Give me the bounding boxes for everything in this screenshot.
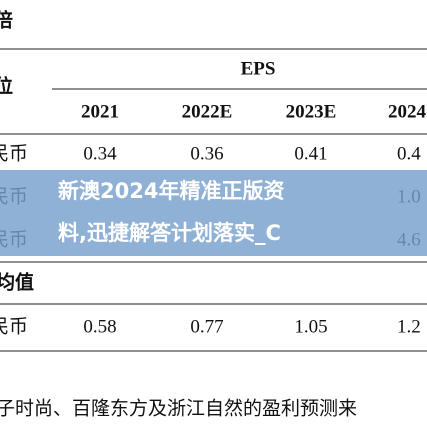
cell: 0.41 — [294, 143, 327, 164]
banner-text: 料,迅捷解答计划落实_C — [58, 221, 281, 245]
cell: 0.4 — [397, 143, 421, 164]
corner-top: 倍 — [0, 8, 13, 31]
banner — [0, 170, 427, 256]
column-header: 2024 — [388, 101, 427, 122]
cell: 0.36 — [190, 143, 223, 164]
row-label: 民币 — [0, 315, 28, 337]
cell: 0.77 — [190, 316, 223, 337]
column-header: 2021 — [81, 101, 119, 122]
cell: 1.05 — [294, 316, 327, 337]
group-header: EPS — [241, 58, 276, 79]
section-label: 均值 — [0, 270, 34, 293]
cell: 0.58 — [83, 316, 116, 337]
footnote: 子时尚、百隆东方及浙江自然的盈利预测来 — [0, 397, 357, 419]
row-label: 民币 — [0, 142, 28, 164]
column-header: 2023E — [286, 101, 337, 122]
banner-text: 新澳2024年精准正版资 — [58, 179, 284, 203]
cell: 0.34 — [83, 143, 117, 164]
column-header: 2022E — [182, 101, 233, 122]
corner-unit: 位 — [0, 74, 13, 97]
cell: 1.2 — [397, 316, 421, 337]
